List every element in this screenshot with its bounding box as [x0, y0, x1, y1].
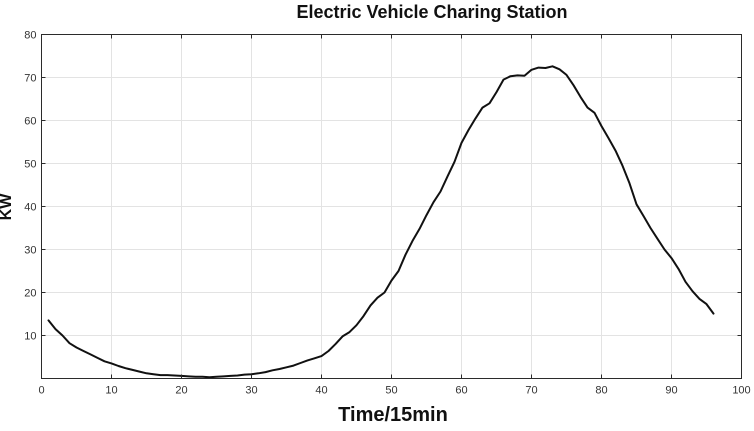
series-layer — [47, 65, 715, 379]
y-tick-label: 50 — [24, 159, 36, 171]
x-tick-label: 100 — [732, 385, 750, 397]
y-tick-label: 40 — [24, 202, 36, 214]
y-tick-label: 70 — [24, 73, 36, 85]
x-tick-label: 30 — [245, 385, 257, 397]
y-tick-label: 10 — [24, 331, 36, 343]
y-tick-label: 60 — [24, 116, 36, 128]
x-tick-label: 70 — [525, 385, 537, 397]
series-line — [47, 65, 715, 379]
x-axis-label: Time/15min — [338, 404, 448, 426]
axis-ticks: 0 10 20 30 40 50 60 70 80 90 100 10 20 30 40 50 60 70 80 — [24, 30, 750, 397]
x-tick-label: 10 — [105, 385, 117, 397]
x-tick-label: 90 — [665, 385, 677, 397]
x-tick-label: 0 — [38, 385, 44, 397]
y-tick-label: 30 — [24, 245, 36, 257]
y-tick-label: 80 — [24, 30, 36, 42]
chart-title: Electric Vehicle Charing Station — [296, 2, 567, 22]
x-tick-label: 50 — [385, 385, 397, 397]
x-tick-label: 80 — [595, 385, 607, 397]
y-tick-label: 20 — [24, 288, 36, 300]
x-tick-label: 40 — [315, 385, 327, 397]
grid — [41, 34, 742, 379]
x-tick-label: 60 — [455, 385, 467, 397]
x-tick-label: 20 — [175, 385, 187, 397]
y-axis-label: KW — [0, 193, 15, 221]
